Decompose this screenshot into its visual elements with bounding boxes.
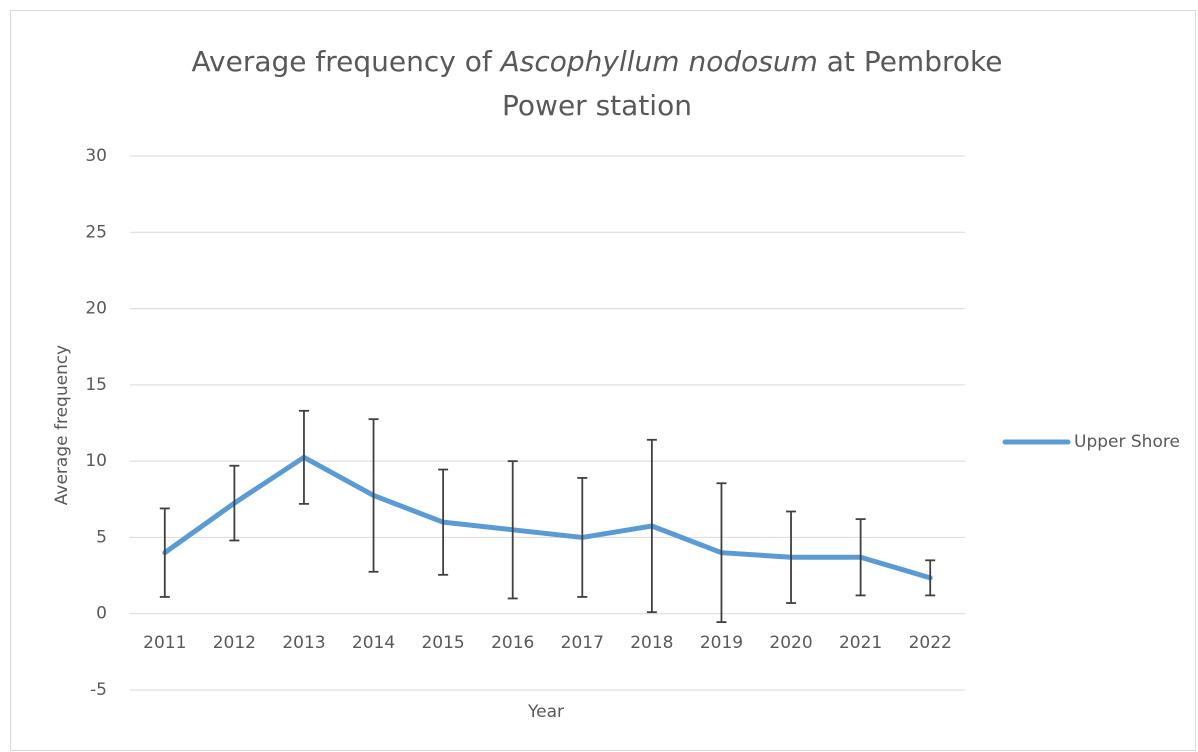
x-tick-label: 2017 [561,633,604,653]
data-line [162,454,933,581]
x-tick-label: 2021 [839,633,882,653]
error-bar [368,418,379,573]
legend-label: Upper Shore [1074,432,1180,452]
error-bar [925,559,936,597]
error-bar [716,482,727,624]
x-tick-label: 2015 [421,633,464,653]
error-bar [507,460,518,600]
x-tick-label: 2013 [282,633,325,653]
title-segment: at Pembroke Power station [502,45,1012,122]
x-tick-label: 2022 [909,633,952,653]
x-tick-label: 2019 [700,633,743,653]
error-bar [298,409,309,505]
y-tick-label: -5 [90,680,107,700]
y-tick-label: 25 [85,222,107,242]
y-tick-label: 15 [85,375,107,395]
x-tick-label: 2020 [769,633,812,653]
y-axis-label: Average frequency [52,345,72,505]
x-tick-label: 2011 [143,633,186,653]
x-tick-label: 2014 [352,633,395,653]
x-axis-label: Year [527,702,564,722]
error-bar [855,518,866,597]
error-bar [159,507,170,598]
x-tick-label: 2012 [213,633,256,653]
error-bar [646,438,657,614]
title-segment: Average frequency of [191,45,501,78]
y-tick-label: 20 [85,299,107,319]
chart-title: Average frequency of Ascophyllum nodosum… [167,40,1027,128]
y-tick-label: 0 [96,604,107,624]
x-tick-label: 2018 [630,633,673,653]
error-bar [229,464,240,542]
y-tick-label: 30 [85,146,107,166]
error-bar [577,477,588,598]
x-tick-label: 2016 [491,633,534,653]
y-tick-label: 5 [96,527,107,547]
error-bar [786,510,797,604]
y-tick-label: 10 [85,451,107,471]
title-segment: Ascophyllum nodosum [500,45,818,78]
error-bar [438,468,449,576]
chart-border [10,10,1196,751]
